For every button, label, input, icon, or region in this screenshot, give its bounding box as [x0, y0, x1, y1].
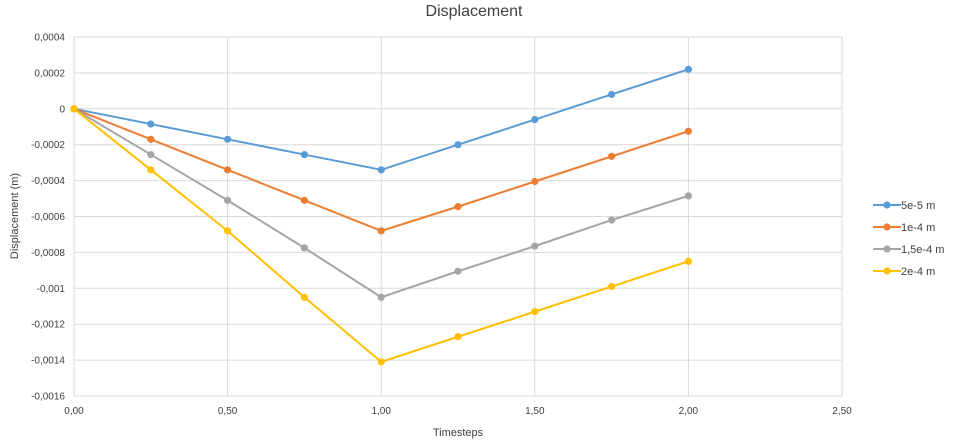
y-axis-title: Displacement (m) — [9, 173, 21, 259]
data-point — [684, 257, 693, 265]
plot-area — [73, 36, 843, 397]
series-2 — [70, 105, 693, 301]
data-point — [684, 65, 693, 73]
data-point — [531, 242, 539, 250]
data-point — [224, 135, 232, 143]
data-point — [224, 196, 232, 204]
data-point — [454, 267, 462, 275]
legend-item: 1,5e-4 m — [873, 244, 944, 256]
axis-ticks: 0,0004 0,0002 0 -0,0002 -0,0004 -0,0006 -0,000… — [31, 33, 852, 418]
legend-label: 5e-5 m — [901, 200, 935, 212]
chart-title: Displacement — [426, 3, 523, 20]
legend-swatch-marker — [883, 267, 891, 275]
x-tick-label: 2,50 — [832, 406, 852, 417]
y-tick-label: -0,0012 — [31, 320, 65, 331]
data-point — [608, 152, 616, 160]
series-group — [70, 65, 693, 366]
legend-item: 1e-4 m — [873, 222, 935, 234]
data-point — [147, 120, 155, 128]
legend-label: 1,5e-4 m — [901, 244, 944, 256]
series-1 — [70, 105, 693, 235]
legend: 5e-5 m 1e-4 m 1,5e-4 m 2e-4 m — [873, 200, 944, 278]
data-point — [377, 166, 385, 174]
legend-swatch-marker — [883, 245, 891, 253]
y-tick-label: 0 — [59, 104, 65, 115]
legend-label: 1e-4 m — [901, 222, 935, 234]
data-point — [147, 150, 155, 159]
legend-swatch-marker — [883, 223, 891, 231]
data-point — [300, 196, 308, 204]
x-tick-label: 0,50 — [218, 406, 238, 417]
data-point — [531, 115, 539, 124]
grid — [73, 36, 843, 397]
data-point — [147, 135, 155, 143]
data-point — [454, 203, 462, 211]
data-point — [377, 358, 385, 366]
data-point — [608, 282, 616, 291]
data-point — [608, 216, 616, 224]
data-point — [454, 333, 462, 341]
data-point — [224, 166, 232, 174]
data-point — [377, 293, 385, 301]
data-point — [70, 105, 78, 113]
series-3 — [70, 105, 693, 366]
data-point — [300, 293, 308, 301]
data-point — [454, 141, 462, 149]
data-point — [531, 308, 539, 316]
series-0 — [70, 65, 693, 174]
x-tick-label: 2,00 — [679, 406, 699, 417]
y-tick-label: 0,0002 — [34, 68, 65, 79]
x-tick-label: 0,00 — [64, 406, 84, 417]
y-tick-label: -0,001 — [37, 284, 66, 295]
legend-swatch-marker — [883, 201, 891, 209]
y-tick-label: -0,0004 — [31, 176, 65, 187]
y-tick-label: -0,0016 — [31, 392, 65, 403]
data-point — [300, 244, 308, 252]
data-point — [377, 227, 385, 235]
data-point — [531, 177, 539, 186]
y-tick-label: 0,0004 — [34, 33, 65, 44]
data-point — [684, 127, 693, 135]
data-point — [147, 166, 155, 174]
y-tick-label: -0,0014 — [31, 356, 65, 367]
x-tick-label: 1,50 — [525, 406, 545, 417]
data-point — [224, 227, 232, 235]
y-tick-label: -0,0006 — [31, 212, 65, 223]
data-point — [608, 90, 616, 99]
legend-item: 5e-5 m — [873, 200, 935, 212]
data-point — [684, 192, 693, 200]
y-tick-label: -0,0008 — [31, 248, 65, 259]
legend-item: 2e-4 m — [873, 266, 935, 278]
legend-label: 2e-4 m — [901, 266, 935, 278]
data-point — [300, 150, 308, 159]
x-axis-title: Timesteps — [433, 427, 484, 439]
y-tick-label: -0,0002 — [31, 140, 65, 151]
x-tick-label: 1,00 — [371, 406, 391, 417]
